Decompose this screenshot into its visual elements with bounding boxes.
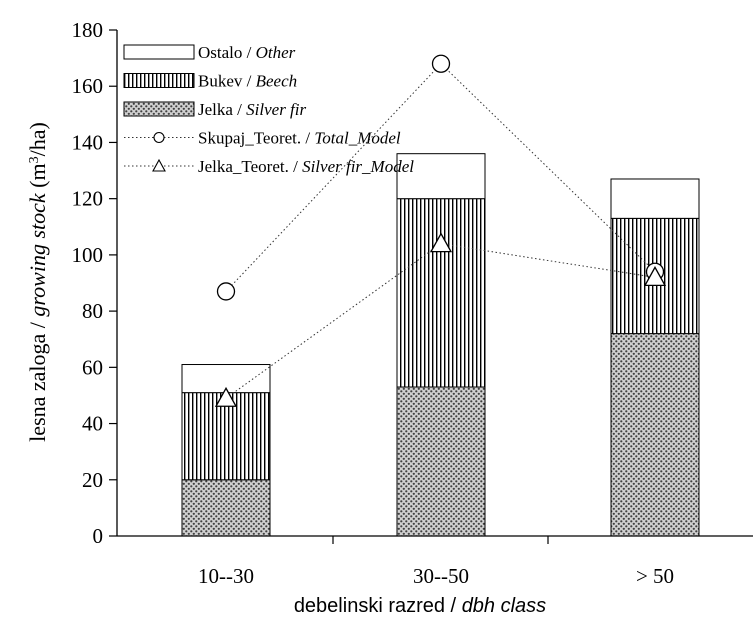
marker-triangle-2 (429, 232, 453, 253)
y-tick-label-180: 180 (72, 18, 104, 42)
y-axis-label-italic: growing stock (25, 192, 50, 316)
y-tick-label-80: 80 (82, 299, 103, 323)
legend-item-jelka-label: Jelka / Silver fir (198, 100, 307, 119)
y-axis-label-prefix: lesna zaloga / (25, 317, 50, 442)
y-tick-label-20: 20 (82, 468, 103, 492)
x-tick-label-1: 10--30 (198, 564, 254, 588)
x-tick-label-3: > 50 (636, 564, 674, 588)
y-tick-label-0: 0 (93, 524, 104, 548)
legend-item-jelka-teoret--marker (152, 158, 166, 172)
x-tick-label-2: 30--50 (413, 564, 469, 588)
marker-circle-1 (216, 282, 236, 301)
legend-item-skupaj-teoret--marker (153, 131, 165, 144)
y-axis-label: lesna zaloga / growing stock (m3/ha) (25, 122, 50, 442)
bar-segment-bukev-1 (181, 392, 271, 481)
legend-item-skupaj-teoret--label: Skupaj_Teoret. / Total_Model (198, 129, 401, 148)
y-tick-label-100: 100 (72, 243, 104, 267)
plot-area: 0 20 40 60 80 100 120 140 160 180 10--30 30--50 > 50 (72, 18, 753, 588)
bar-segment-ostalo-3 (610, 178, 700, 219)
legend: Ostalo / Other Bukev / Beech Jelka / Silve… (123, 43, 414, 176)
bar-segment-jelka-3 (610, 333, 700, 537)
x-axis-label: debelinski razred / dbh class (294, 595, 546, 617)
legend-item-ostalo-swatch (123, 44, 195, 60)
y-tick-label-40: 40 (82, 412, 103, 436)
marker-triangle-3 (643, 266, 667, 287)
bar-segment-ostalo-2 (396, 153, 486, 200)
legend-item-bukev-swatch (123, 73, 195, 88)
y-axis-label-unit-sup: 3 (27, 156, 42, 163)
y-tick-label-160: 160 (72, 74, 104, 98)
y-axis-label-unit-open: (m (25, 163, 50, 193)
marker-triangle-1 (214, 386, 238, 407)
bar-segment-jelka-2 (396, 386, 486, 537)
legend-item-bukev-label: Bukev / Beech (198, 72, 297, 91)
y-tick-label-140: 140 (72, 130, 104, 154)
x-axis-label-italic: dbh class (462, 595, 547, 617)
bar-segment-bukev-3 (610, 217, 700, 335)
x-axis-label-prefix: debelinski razred / (294, 595, 462, 617)
legend-item-jelka-teoret--label: Jelka_Teoret. / Silver fir_Model (198, 157, 414, 176)
legend-item-jelka-swatch (123, 101, 195, 117)
y-axis-label-unit-close: /ha) (25, 122, 50, 156)
bar-segment-bukev-2 (396, 198, 486, 388)
marker-circle-2 (431, 54, 451, 73)
y-tick-label-60: 60 (82, 355, 103, 379)
bar-segment-jelka-1 (181, 479, 271, 537)
y-tick-label-120: 120 (72, 187, 104, 211)
legend-item-ostalo-label: Ostalo / Other (198, 43, 296, 62)
